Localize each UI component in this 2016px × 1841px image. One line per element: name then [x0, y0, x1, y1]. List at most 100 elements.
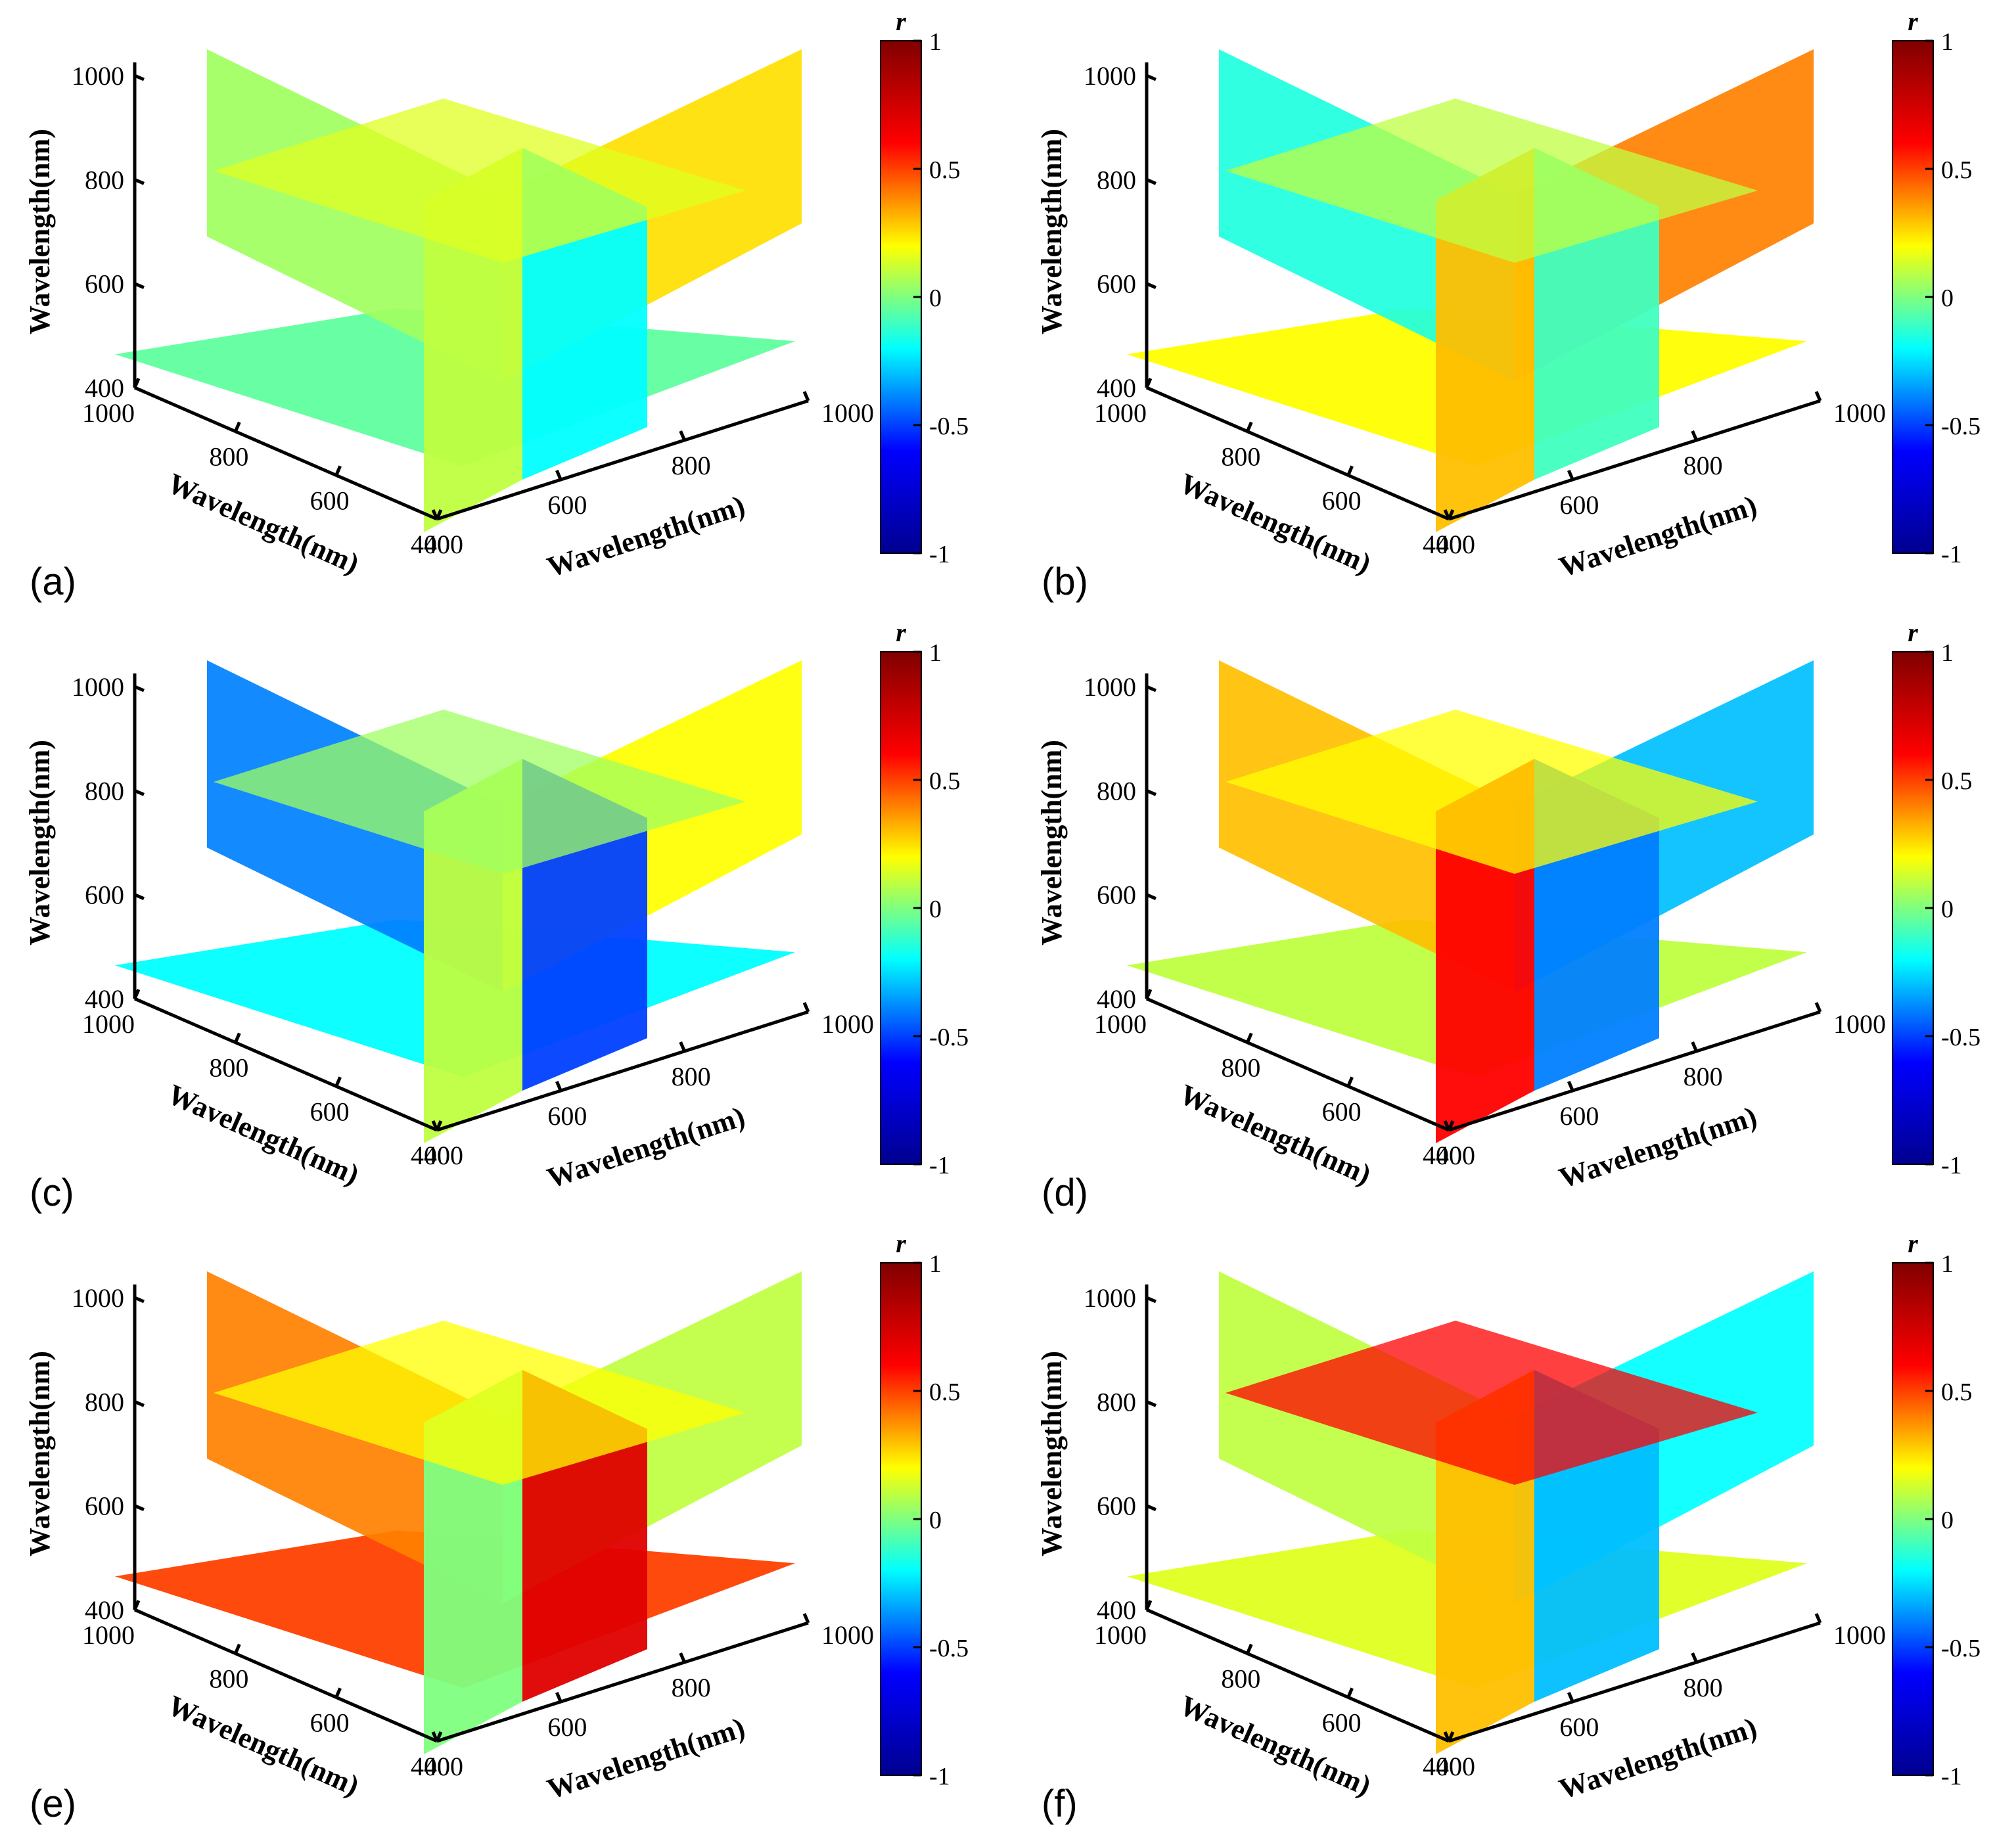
y-tick	[1346, 465, 1354, 476]
x-tick	[679, 1652, 686, 1663]
colorbar-tick-label: -1	[1941, 1763, 1962, 1790]
z-tick	[1146, 789, 1157, 796]
y-tick	[1246, 421, 1253, 432]
z-tick-label: 400	[1097, 984, 1136, 1014]
y-axis-label: Wavelength(nm)	[1175, 1689, 1376, 1802]
x-tick	[1567, 1692, 1574, 1702]
panel-label: (e)	[30, 1783, 76, 1825]
z-axis-label: Wavelength(nm)	[24, 1351, 56, 1557]
colorbar-tick-label: -0.5	[929, 413, 969, 440]
y-tick	[234, 1032, 241, 1043]
y-axis-label: Wavelength(nm)	[1175, 1078, 1376, 1191]
z-tick-label: 600	[85, 880, 124, 910]
y-tick	[334, 465, 342, 476]
z-tick	[1146, 893, 1157, 900]
colorbar-gradient	[1892, 40, 1934, 554]
colorbar-tick-label: -1	[1941, 541, 1962, 568]
colorbar-title: r	[1908, 7, 1918, 36]
x-axis-line	[1448, 1621, 1821, 1743]
y-tick	[1246, 1032, 1253, 1043]
slice-cut-z	[1226, 99, 1758, 263]
x-tick-label: 1000	[1833, 1620, 1886, 1650]
colorbar: r1 0.5 0 -0.5 -1	[1892, 1229, 1981, 1790]
x-tick-label: 600	[547, 1712, 587, 1742]
colorbar-title: r	[896, 7, 906, 36]
y-tick-label: 400	[1423, 1141, 1462, 1170]
z-tick	[134, 386, 145, 394]
x-tick-label: 600	[1559, 1712, 1599, 1742]
y-axis-line	[134, 1608, 438, 1743]
y-tick	[133, 378, 141, 388]
x-tick-label: 600	[1559, 1101, 1599, 1131]
z-tick-label: 800	[1097, 1387, 1136, 1417]
x-tick-label: 1000	[1833, 1009, 1886, 1039]
colorbar-tick-label: -1	[929, 1152, 950, 1179]
slice-cut-z	[1226, 710, 1758, 874]
y-tick-label: 400	[411, 1141, 450, 1170]
y-tick	[1145, 378, 1153, 388]
x-tick-label: 800	[672, 451, 711, 480]
x-tick	[802, 391, 810, 401]
z-tick-label: 600	[85, 269, 124, 299]
colorbar-tick-label: 1	[1941, 639, 1954, 667]
colorbar-tick-label: 0	[1941, 1507, 1954, 1534]
y-tick	[234, 1643, 241, 1654]
panel-label: (a)	[30, 560, 76, 603]
y-axis-line	[1146, 997, 1450, 1132]
y-tick-label: 600	[1322, 1097, 1362, 1126]
z-tick-label: 1000	[1084, 672, 1136, 702]
y-tick-label: 400	[1423, 530, 1462, 559]
colorbar: r1 0.5 0 -0.5 -1	[1892, 7, 1981, 568]
x-tick-label: 800	[1684, 1062, 1723, 1091]
x-tick	[1814, 1613, 1822, 1624]
y-tick	[234, 421, 241, 432]
colorbar: r1 0.5 0 -0.5 -1	[880, 618, 969, 1179]
z-tick-label: 400	[85, 1595, 124, 1625]
y-tick-label: 800	[209, 442, 248, 472]
x-tick	[555, 1692, 562, 1702]
x-tick	[679, 1041, 686, 1052]
z-tick-label: 600	[85, 1491, 124, 1521]
z-tick-label: 1000	[72, 672, 124, 702]
colorbar-tick-label: 0.5	[1941, 1378, 1973, 1406]
colorbar-tick-label: 0	[1941, 896, 1954, 923]
x-tick	[1814, 1002, 1822, 1012]
y-tick-label: 400	[1423, 1752, 1462, 1781]
z-tick-label: 1000	[1084, 61, 1136, 91]
x-axis-line	[436, 399, 809, 521]
x-tick	[1443, 1731, 1451, 1742]
y-tick-label: 800	[1221, 1053, 1260, 1083]
y-tick-label: 400	[411, 1752, 450, 1781]
y-tick	[1346, 1076, 1354, 1087]
z-axis-label: Wavelength(nm)	[1036, 129, 1068, 334]
colorbar-tick-label: 0	[929, 896, 942, 923]
x-tick-label: 1000	[821, 1009, 874, 1039]
z-tick	[1146, 1400, 1157, 1407]
colorbar-tick-label: 0.5	[929, 1378, 961, 1406]
z-tick-label: 800	[85, 776, 124, 806]
y-tick	[1145, 989, 1153, 999]
z-tick	[134, 685, 145, 693]
z-tick	[1146, 1608, 1157, 1616]
y-tick-label: 800	[209, 1053, 248, 1083]
colorbar-tick-label: -0.5	[1941, 413, 1981, 440]
x-tick-label: 400	[1436, 1752, 1475, 1781]
z-tick-label: 1000	[72, 61, 124, 91]
x-axis-line	[1448, 1010, 1821, 1132]
slice-cut-z	[214, 99, 746, 263]
z-axis-label: Wavelength(nm)	[24, 129, 56, 334]
z-tick-label: 1000	[1084, 1283, 1136, 1313]
y-axis-line	[134, 386, 438, 521]
colorbar-tick-label: -0.5	[929, 1635, 969, 1662]
x-tick	[1443, 509, 1451, 520]
z-tick	[1146, 282, 1157, 289]
z-tick	[134, 1400, 145, 1407]
x-tick	[679, 430, 686, 441]
panels-group: 4006008001000Wavelength(nm)4006008001000…	[24, 7, 1981, 1825]
y-tick-label: 1000	[1094, 398, 1147, 428]
y-tick-label: 1000	[82, 1009, 135, 1039]
colorbar-tick-label: -1	[929, 541, 950, 568]
x-tick	[431, 1731, 439, 1742]
x-tick	[431, 509, 439, 520]
